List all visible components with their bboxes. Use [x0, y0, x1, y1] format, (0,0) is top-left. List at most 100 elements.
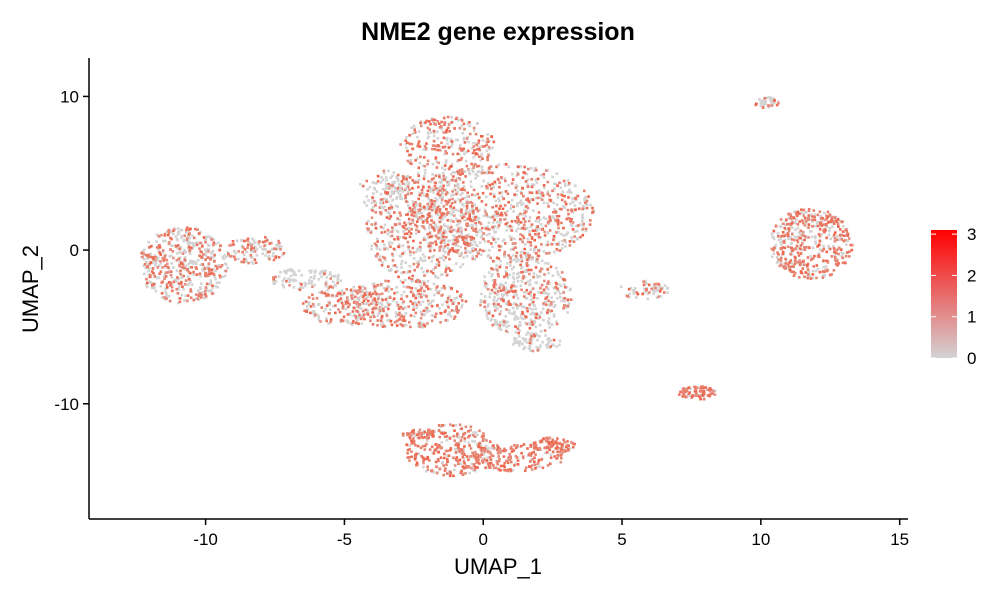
cell-point: [516, 327, 520, 331]
cell-point: [384, 298, 388, 301]
cell-point: [803, 216, 807, 220]
cell-point: [370, 302, 373, 305]
cell-point: [380, 231, 384, 234]
cell-point: [491, 464, 495, 467]
cell-point: [187, 235, 190, 238]
cell-point: [403, 188, 407, 192]
cell-point: [516, 305, 519, 309]
cell-point: [531, 198, 535, 201]
cell-point: [522, 194, 525, 198]
cell-point: [243, 239, 246, 243]
cell-point: [479, 159, 482, 162]
cell-point: [772, 229, 776, 233]
cell-point: [657, 283, 661, 286]
cell-point: [483, 171, 486, 174]
cell-point: [422, 177, 426, 181]
cell-point: [564, 202, 568, 206]
cell-point: [455, 442, 458, 445]
cell-point: [430, 199, 433, 202]
cell-point: [461, 172, 464, 175]
cell-point: [458, 448, 461, 452]
cell-point: [487, 271, 491, 274]
cell-point: [409, 232, 413, 235]
cell-point: [823, 227, 827, 231]
cell-point: [448, 437, 452, 440]
cell-point: [399, 323, 403, 326]
cell-point: [183, 238, 187, 242]
cell-point: [487, 303, 490, 306]
cell-point: [516, 171, 520, 174]
cell-point: [839, 228, 842, 231]
cell-point: [662, 291, 666, 294]
cell-point: [423, 236, 426, 239]
cell-point: [445, 137, 448, 140]
cell-point: [512, 277, 516, 281]
cell-point: [404, 194, 407, 197]
cell-point: [459, 265, 462, 269]
cell-point: [702, 389, 706, 393]
cell-point: [198, 247, 201, 250]
cell-point: [503, 211, 507, 215]
cell-point: [526, 240, 530, 244]
cell-point: [153, 258, 157, 262]
cell-point: [164, 239, 167, 243]
cell-point: [272, 276, 275, 279]
cell-point: [196, 289, 200, 293]
cell-point: [458, 458, 462, 462]
cell-point: [644, 279, 647, 283]
cell-point: [460, 306, 463, 309]
cell-point: [270, 241, 273, 245]
cell-point: [544, 224, 548, 228]
cell-point: [842, 234, 846, 238]
cell-point: [363, 317, 366, 321]
cell-point: [423, 168, 427, 172]
cell-point: [510, 460, 513, 464]
cell-point: [367, 227, 370, 231]
cell-point: [221, 275, 225, 278]
cell-point: [558, 283, 561, 286]
cell-point: [803, 248, 807, 251]
cell-point: [459, 471, 463, 475]
cell-point: [396, 191, 400, 195]
cell-point: [563, 238, 566, 242]
cell-point: [533, 334, 537, 338]
cell-point: [419, 155, 422, 159]
cell-point: [523, 338, 526, 342]
cell-point: [499, 450, 502, 453]
cell-point: [202, 265, 206, 268]
cell-point: [495, 320, 498, 324]
cell-point: [365, 296, 369, 299]
cell-point: [206, 243, 210, 247]
cell-point: [434, 156, 438, 159]
cell-point: [436, 235, 439, 238]
cell-point: [494, 319, 497, 322]
cell-point: [784, 223, 787, 227]
cell-point: [484, 308, 488, 312]
cell-point: [355, 290, 358, 293]
cell-point: [424, 121, 427, 124]
cell-point: [339, 297, 343, 300]
cell-point: [416, 144, 419, 148]
cell-point: [814, 240, 817, 243]
cell-point: [507, 254, 510, 257]
cell-point: [434, 460, 438, 464]
cell-point: [496, 178, 500, 181]
cell-point: [152, 286, 156, 290]
cell-point: [308, 279, 311, 282]
cell-point: [428, 128, 431, 131]
cell-point: [401, 190, 404, 193]
cell-point: [481, 249, 485, 253]
cell-point: [387, 169, 390, 173]
cell-point: [375, 292, 378, 296]
cell-point: [505, 291, 508, 295]
cell-point: [251, 237, 254, 241]
cell-point: [298, 281, 302, 285]
cell-point: [423, 436, 426, 439]
cell-point: [628, 292, 631, 296]
cell-point: [841, 256, 844, 260]
cell-point: [548, 310, 552, 313]
cell-point: [498, 248, 501, 252]
cell-point: [799, 247, 802, 251]
cell-point: [514, 289, 517, 293]
cell-point: [181, 252, 185, 255]
